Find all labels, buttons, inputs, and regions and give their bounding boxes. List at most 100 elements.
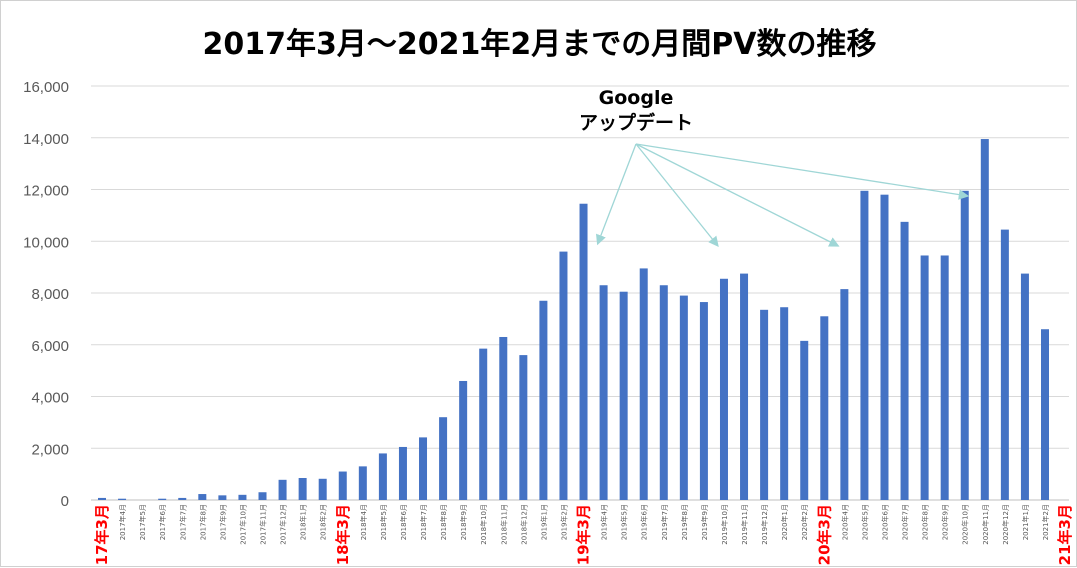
x-tick-label: 2020年8月 bbox=[921, 504, 930, 540]
annotation-label: Google bbox=[599, 87, 674, 109]
bar bbox=[559, 251, 568, 500]
bar bbox=[158, 498, 167, 500]
x-tick-label: 2019年6月 bbox=[640, 504, 649, 540]
bar bbox=[539, 300, 548, 500]
x-tick-label: 2019年12月 bbox=[760, 504, 769, 545]
bar bbox=[639, 268, 648, 500]
bar bbox=[238, 494, 247, 500]
bar bbox=[218, 495, 227, 500]
x-tick-label: 2020年6月 bbox=[880, 504, 889, 540]
bar bbox=[499, 336, 508, 500]
y-tick-label: 8,000 bbox=[31, 286, 69, 303]
bar bbox=[780, 307, 789, 500]
bar bbox=[258, 492, 267, 500]
bar bbox=[178, 497, 187, 500]
bar bbox=[820, 316, 829, 500]
x-tick-label: 2021年2月 bbox=[1041, 504, 1050, 540]
x-tick-label: 2019年5月 bbox=[620, 504, 629, 540]
bar bbox=[298, 478, 307, 500]
x-tick-label: 21年3月 bbox=[1056, 504, 1074, 565]
annotation-arrow bbox=[635, 143, 840, 247]
x-tick-label: 2018年7月 bbox=[419, 504, 428, 540]
bar bbox=[900, 221, 909, 500]
bar bbox=[439, 417, 448, 500]
x-tick-label: 2017年12月 bbox=[279, 504, 288, 545]
bar bbox=[98, 497, 106, 500]
bar bbox=[459, 380, 468, 500]
y-tick-label: 12,000 bbox=[23, 183, 69, 200]
bar bbox=[278, 479, 287, 500]
bar bbox=[1020, 273, 1029, 500]
bar bbox=[960, 190, 969, 500]
x-tick-label: 2018年2月 bbox=[319, 504, 328, 540]
x-tick-label: 2017年8月 bbox=[198, 504, 207, 540]
x-tick-label: 2019年8月 bbox=[680, 504, 689, 540]
bar bbox=[940, 255, 949, 500]
x-tick-label: 2018年9月 bbox=[459, 504, 468, 540]
x-tick-label: 2017年9月 bbox=[218, 504, 227, 540]
x-tick-label: 2018年12月 bbox=[519, 504, 528, 545]
bar bbox=[419, 437, 428, 500]
x-tick-label: 2020年2月 bbox=[800, 504, 809, 540]
annotation-arrow bbox=[635, 143, 719, 248]
annotation-arrow bbox=[596, 143, 637, 246]
x-tick-label: 2020年5月 bbox=[860, 504, 869, 540]
bar bbox=[599, 285, 608, 500]
y-tick-label: 14,000 bbox=[23, 131, 69, 148]
x-tick-label: 2018年10月 bbox=[479, 504, 488, 545]
bar bbox=[699, 302, 708, 500]
x-tick-label: 2020年12月 bbox=[1001, 504, 1010, 545]
bar bbox=[740, 273, 749, 500]
x-tick-label: 17年3月 bbox=[93, 504, 111, 565]
x-tick-label: 2020年10月 bbox=[961, 504, 970, 545]
x-tick-label: 2020年4月 bbox=[840, 504, 849, 540]
x-tick-label: 2017年4月 bbox=[118, 504, 127, 540]
y-tick-label: 2,000 bbox=[31, 441, 69, 458]
x-tick-label: 2019年10月 bbox=[720, 504, 729, 545]
x-tick-label: 2020年7月 bbox=[901, 504, 910, 540]
x-tick-label: 2020年1月 bbox=[780, 504, 789, 540]
x-tick-label: 2019年4月 bbox=[600, 504, 609, 540]
bar bbox=[338, 471, 347, 500]
x-tick-label: 2019年1月 bbox=[539, 504, 548, 540]
y-tick-label: 0 bbox=[61, 493, 69, 510]
bar bbox=[519, 355, 528, 500]
x-tick-label: 2017年7月 bbox=[178, 504, 187, 540]
bar bbox=[1000, 229, 1009, 500]
bar bbox=[840, 289, 849, 500]
bar bbox=[619, 291, 628, 500]
bar bbox=[318, 478, 327, 500]
x-tick-label: 2018年1月 bbox=[299, 504, 308, 540]
bar bbox=[479, 348, 488, 500]
x-tick-label: 2017年6月 bbox=[158, 504, 167, 540]
x-tick-label: 19年3月 bbox=[575, 504, 593, 565]
x-tick-label: 2020年9月 bbox=[941, 504, 950, 540]
x-tick-label: 2018年5月 bbox=[379, 504, 388, 540]
x-tick-label: 2017年11月 bbox=[259, 504, 268, 545]
x-tick-label: 2017年5月 bbox=[138, 504, 147, 540]
bar bbox=[398, 446, 407, 500]
bar bbox=[118, 498, 127, 500]
x-tick-label: 20年3月 bbox=[815, 504, 833, 565]
bar bbox=[579, 203, 588, 500]
x-tick-label: 2018年8月 bbox=[439, 504, 448, 540]
bar bbox=[980, 139, 989, 500]
x-tick-label: 2019年2月 bbox=[559, 504, 568, 540]
bar bbox=[679, 295, 688, 500]
bar bbox=[760, 309, 769, 500]
x-tick-label: 2018年6月 bbox=[399, 504, 408, 540]
annotation-arrow bbox=[635, 143, 970, 200]
bar bbox=[880, 194, 889, 501]
bar bbox=[920, 255, 929, 500]
chart-title: 2017年3月～2021年2月までの月間PV数の推移 bbox=[202, 27, 877, 62]
y-tick-label: 10,000 bbox=[23, 234, 69, 251]
x-tick-label: 2018年4月 bbox=[359, 504, 368, 540]
annotation-label: アップデート bbox=[579, 111, 693, 134]
x-tick-label: 2020年11月 bbox=[981, 504, 990, 545]
x-tick-label: 18年3月 bbox=[334, 504, 352, 565]
x-tick-label: 2019年7月 bbox=[660, 504, 669, 540]
bar bbox=[198, 494, 207, 500]
x-tick-label: 2021年1月 bbox=[1021, 504, 1030, 540]
